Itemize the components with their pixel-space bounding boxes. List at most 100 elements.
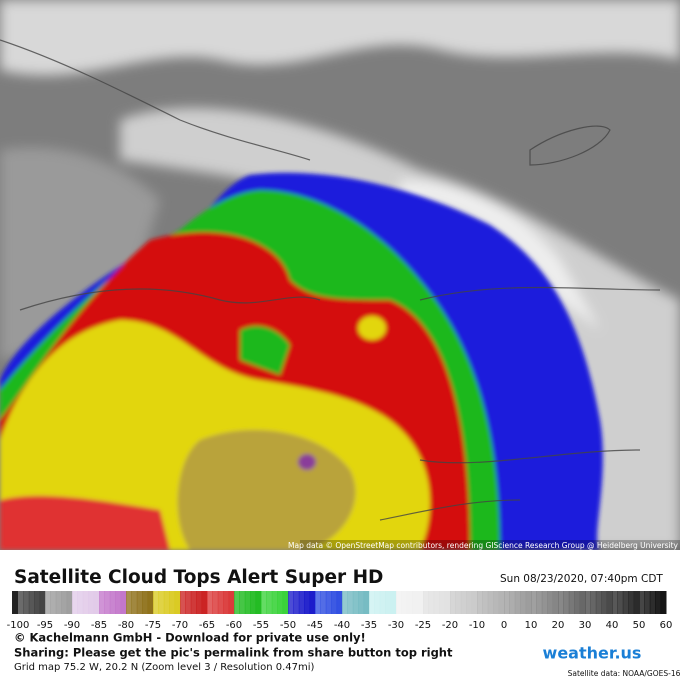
colorbar-cell — [169, 591, 176, 614]
colorbar-tick-label: -10 — [469, 620, 485, 631]
colorbar-cell — [504, 591, 510, 614]
colorbar-cell — [541, 591, 548, 614]
colorbar-tick-label: -85 — [91, 620, 107, 631]
colorbar-cell — [617, 591, 624, 614]
colorbar-cell — [379, 591, 386, 614]
colorbar-cell — [579, 591, 586, 614]
colorbar-cell — [558, 591, 564, 614]
colorbar-cell — [396, 591, 402, 614]
colorbar-cell — [460, 591, 467, 614]
colorbar-cell — [358, 591, 365, 614]
colorbar-tick-label: 40 — [606, 620, 619, 631]
colorbar-cell — [455, 591, 462, 614]
colorbar-cell — [104, 591, 111, 614]
colorbar-cell — [18, 591, 24, 614]
colorbar-tick-label: -75 — [145, 620, 161, 631]
colorbar-cell — [82, 591, 89, 614]
colorbar-cell — [406, 591, 413, 614]
colorbar-cell — [487, 591, 494, 614]
colorbar-cell — [660, 591, 667, 614]
colorbar-cell — [590, 591, 597, 614]
colorbar-cell — [514, 591, 521, 614]
colorbar-tick-label: 50 — [633, 620, 646, 631]
colorbar-cell — [239, 591, 246, 614]
colorbar-cell — [385, 591, 392, 614]
colorbar-cell — [563, 591, 570, 614]
colorbar-cell — [547, 591, 554, 614]
colorbar-cell — [574, 591, 581, 614]
colorbar-cell — [595, 591, 602, 614]
colorbar-cell — [34, 591, 41, 614]
colorbar-cell — [180, 591, 186, 614]
colorbar-cell — [612, 591, 618, 614]
colorbar-cell — [466, 591, 473, 614]
colorbar-cell — [498, 591, 505, 614]
colorbar-cell — [153, 591, 159, 614]
colorbar-cell — [509, 591, 516, 614]
colorbar-cell — [633, 591, 640, 614]
colorbar-cell — [423, 591, 429, 614]
colorbar-cell — [622, 591, 629, 614]
colorbar-tick-label: -100 — [7, 620, 30, 631]
colorbar-tick-label: -45 — [307, 620, 323, 631]
colorbar-cell — [520, 591, 527, 614]
data-source: Satellite data: NOAA/GOES-16 — [568, 669, 680, 678]
colorbar-tick-label: -25 — [415, 620, 431, 631]
colorbar-cell — [369, 591, 375, 614]
colorbar-cell — [390, 591, 397, 614]
colorbar-cell — [568, 591, 575, 614]
colorbar-cell — [158, 591, 165, 614]
colorbar-cell — [331, 591, 338, 614]
colorbar-tick-label: -90 — [64, 620, 80, 631]
colorbar-tick-label: -30 — [388, 620, 404, 631]
colorbar: -100 -95 -90 -85 -80 -75 -70 -65 -60 -55 -50 -45 -40… — [7, 591, 672, 631]
colorbar-cell — [93, 591, 100, 614]
colorbar-tick-label: 0 — [501, 620, 507, 631]
colorbar-tick-label: -60 — [226, 620, 242, 631]
colorbar-cell — [552, 591, 559, 614]
satellite-map: Map data © OpenStreetMap contributors, r… — [0, 0, 680, 550]
colorbar-cell — [352, 591, 359, 614]
colorbar-cell — [304, 591, 311, 614]
colorbar-tick-label: -65 — [199, 620, 215, 631]
title: Satellite Cloud Tops Alert Super HD — [14, 567, 383, 588]
colorbar-tick-label: 20 — [552, 620, 565, 631]
colorbar-cell — [347, 591, 354, 614]
colorbar-cell — [433, 591, 440, 614]
colorbar-cell — [131, 591, 138, 614]
colorbar-cell — [201, 591, 208, 614]
colorbar-cell — [120, 591, 127, 614]
colorbar-tick-label: -35 — [361, 620, 377, 631]
grid-info: Grid map 75.2 W, 20.2 N (Zoom level 3 / … — [14, 662, 315, 673]
colorbar-cell — [639, 591, 645, 614]
colorbar-cell — [644, 591, 651, 614]
colorbar-cell — [471, 591, 478, 614]
colorbar-cell — [147, 591, 154, 614]
colorbar-cell — [271, 591, 278, 614]
colorbar-cell — [66, 591, 73, 614]
logo: weather.us — [543, 644, 642, 663]
colorbar-cell — [228, 591, 235, 614]
colorbar-cell — [39, 591, 46, 614]
colorbar-cell — [45, 591, 51, 614]
sharing-note: Sharing: Please get the pic's permalink … — [14, 646, 453, 660]
colorbar-tick-label: -95 — [37, 620, 53, 631]
colorbar-tick-label: -55 — [253, 620, 269, 631]
colorbar-cell — [536, 591, 543, 614]
colorbar-cell — [336, 591, 343, 614]
colorbar-cell — [190, 591, 197, 614]
colorbar-cell — [250, 591, 257, 614]
colorbar-cell — [417, 591, 424, 614]
colorbar-cell — [298, 591, 305, 614]
colorbar-cell — [88, 591, 95, 614]
colorbar-cell — [28, 591, 35, 614]
colorbar-cell — [655, 591, 662, 614]
colorbar-cell — [444, 591, 451, 614]
colorbar-cell — [601, 591, 608, 614]
colorbar-cell — [363, 591, 370, 614]
colorbar-cell — [185, 591, 192, 614]
colorbar-cell — [585, 591, 591, 614]
copyright: © Kachelmann GmbH - Download for private… — [14, 631, 366, 645]
colorbar-cell — [628, 591, 635, 614]
colorbar-cell — [99, 591, 105, 614]
